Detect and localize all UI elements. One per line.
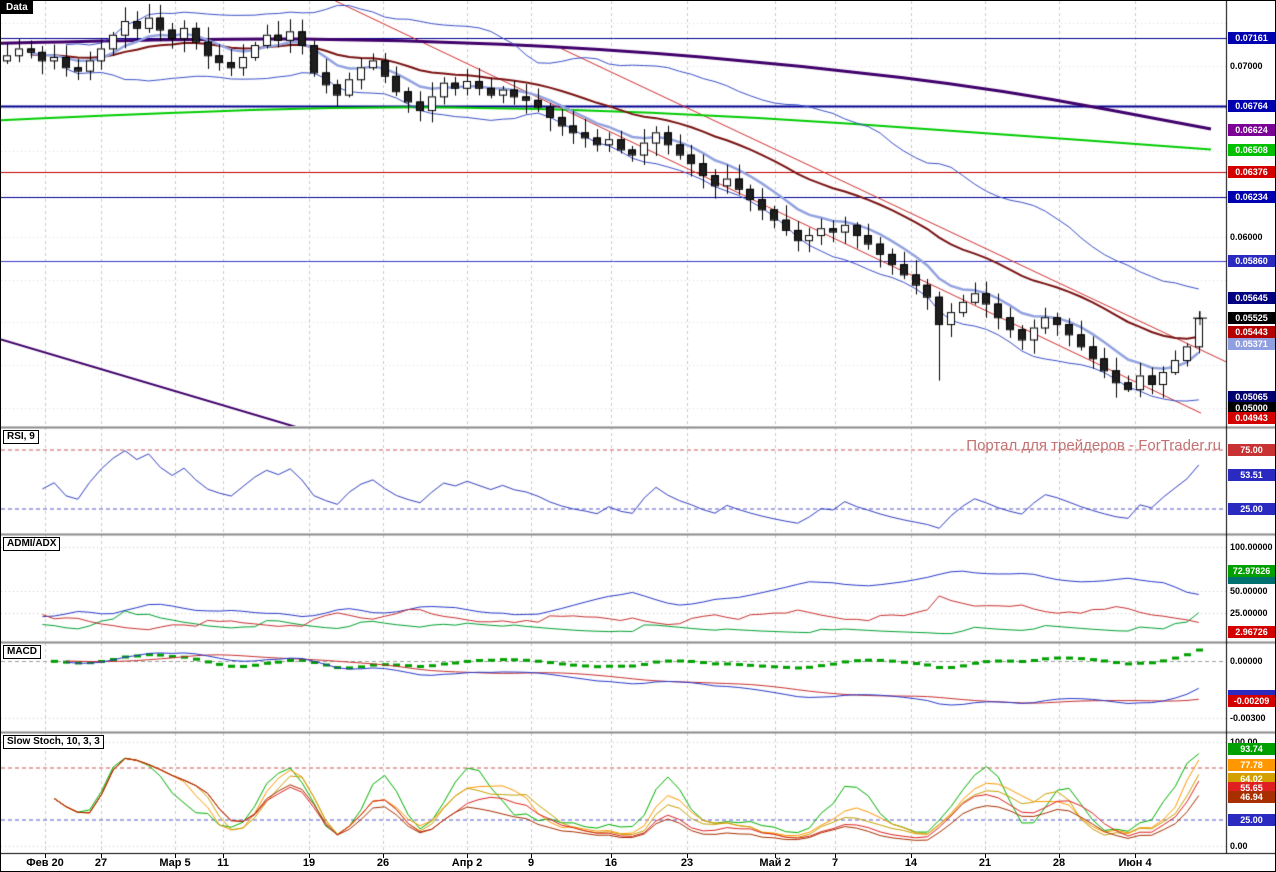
adx-axis-label: 25.00000: [1230, 608, 1268, 618]
stoch-axis-badge: 25.00: [1228, 814, 1275, 826]
time-label: 19: [302, 857, 316, 869]
stoch-axis-badge: 46.94: [1228, 791, 1275, 803]
time-tick: [985, 854, 986, 858]
rsi-axis-badge: 25.00: [1228, 503, 1275, 515]
main-axis-badge: 0.07161: [1228, 32, 1275, 44]
time-label: 28: [1052, 857, 1066, 869]
stoch-axis-badge: 93.74: [1228, 743, 1275, 755]
main-axis-label: 0.07000: [1230, 61, 1263, 71]
main-axis-badge: 0.05000: [1228, 402, 1275, 414]
symbol-data-box: Data: [1, 1, 33, 14]
time-label: 21: [978, 857, 992, 869]
macd-axis-badge: -0.00209: [1228, 695, 1275, 707]
panel-label-macd: MACD: [3, 645, 41, 659]
main-axis-badge: 0.06234: [1228, 191, 1275, 203]
time-label: 14: [904, 857, 918, 869]
rsi-axis-badge: 75.00: [1228, 444, 1275, 456]
adx-axis-label: 100.00000: [1230, 542, 1273, 552]
adx-axis-badge: [1228, 576, 1275, 584]
adx-axis-label: 50.00000: [1230, 586, 1268, 596]
main-axis-label: 0.06000: [1230, 232, 1263, 242]
adx-axis-badge: 2.96726: [1228, 626, 1275, 638]
time-label: Июн 4: [1118, 857, 1152, 869]
main-axis-badge: 0.05525: [1228, 312, 1275, 324]
main-axis-badge: 0.05065: [1228, 391, 1275, 403]
time-tick: [911, 854, 912, 858]
time-label: Апр 2: [451, 857, 483, 869]
main-axis-badge: 0.06624: [1228, 124, 1275, 136]
stoch-axis-badge: 77.78: [1228, 759, 1275, 771]
main-axis-badge: 0.04943: [1228, 412, 1275, 424]
rsi-axis-badge: 53.51: [1228, 469, 1275, 481]
time-tick: [223, 854, 224, 858]
time-label: 7: [831, 857, 839, 869]
main-axis-badge: 0.05371: [1228, 338, 1275, 350]
main-axis-badge: 0.06764: [1228, 100, 1275, 112]
time-label: 27: [94, 857, 108, 869]
time-label: 23: [680, 857, 694, 869]
main-axis-badge: 0.05645: [1228, 292, 1275, 304]
adx-axis-badge: 72.97826: [1228, 565, 1275, 577]
time-label: Мар 5: [159, 857, 191, 869]
time-tick: [611, 854, 612, 858]
time-label: 16: [604, 857, 618, 869]
time-label: Май 2: [759, 857, 791, 869]
macd-axis-label: -0.00300: [1230, 713, 1266, 723]
macd-axis-label: 0.00000: [1230, 656, 1263, 666]
time-tick: [531, 854, 532, 858]
panel-label-adx: ADMI/ADX: [3, 537, 61, 551]
time-tick: [45, 854, 46, 858]
stoch-axis-label: 0.00: [1230, 841, 1248, 851]
time-tick: [175, 854, 176, 858]
stoch-axis-label: 100.00: [1230, 737, 1258, 747]
macd-axis-badge: [1228, 690, 1275, 698]
time-tick: [775, 854, 776, 858]
time-label: 11: [217, 857, 229, 869]
time-tick: [1135, 854, 1136, 858]
main-axis-badge: 0.05443: [1228, 326, 1275, 338]
time-tick: [467, 854, 468, 858]
time-tick: [383, 854, 384, 858]
main-axis-badge: 0.05860: [1228, 255, 1275, 267]
panel-label-stoch: Slow Stoch, 10, 3, 3: [3, 735, 104, 749]
time-tick: [309, 854, 310, 858]
time-label: 9: [527, 857, 535, 869]
main-axis-badge: 0.06376: [1228, 166, 1275, 178]
time-tick: [687, 854, 688, 858]
time-tick: [1059, 854, 1060, 858]
watermark-text: Портал для трейдеров - ForTrader.ru: [966, 437, 1221, 454]
time-label: 26: [376, 857, 390, 869]
panel-label-rsi: RSI, 9: [3, 430, 39, 444]
time-label: Фев 20: [26, 857, 64, 869]
time-tick: [835, 854, 836, 858]
main-axis-badge: 0.06508: [1228, 144, 1275, 156]
time-tick: [101, 854, 102, 858]
